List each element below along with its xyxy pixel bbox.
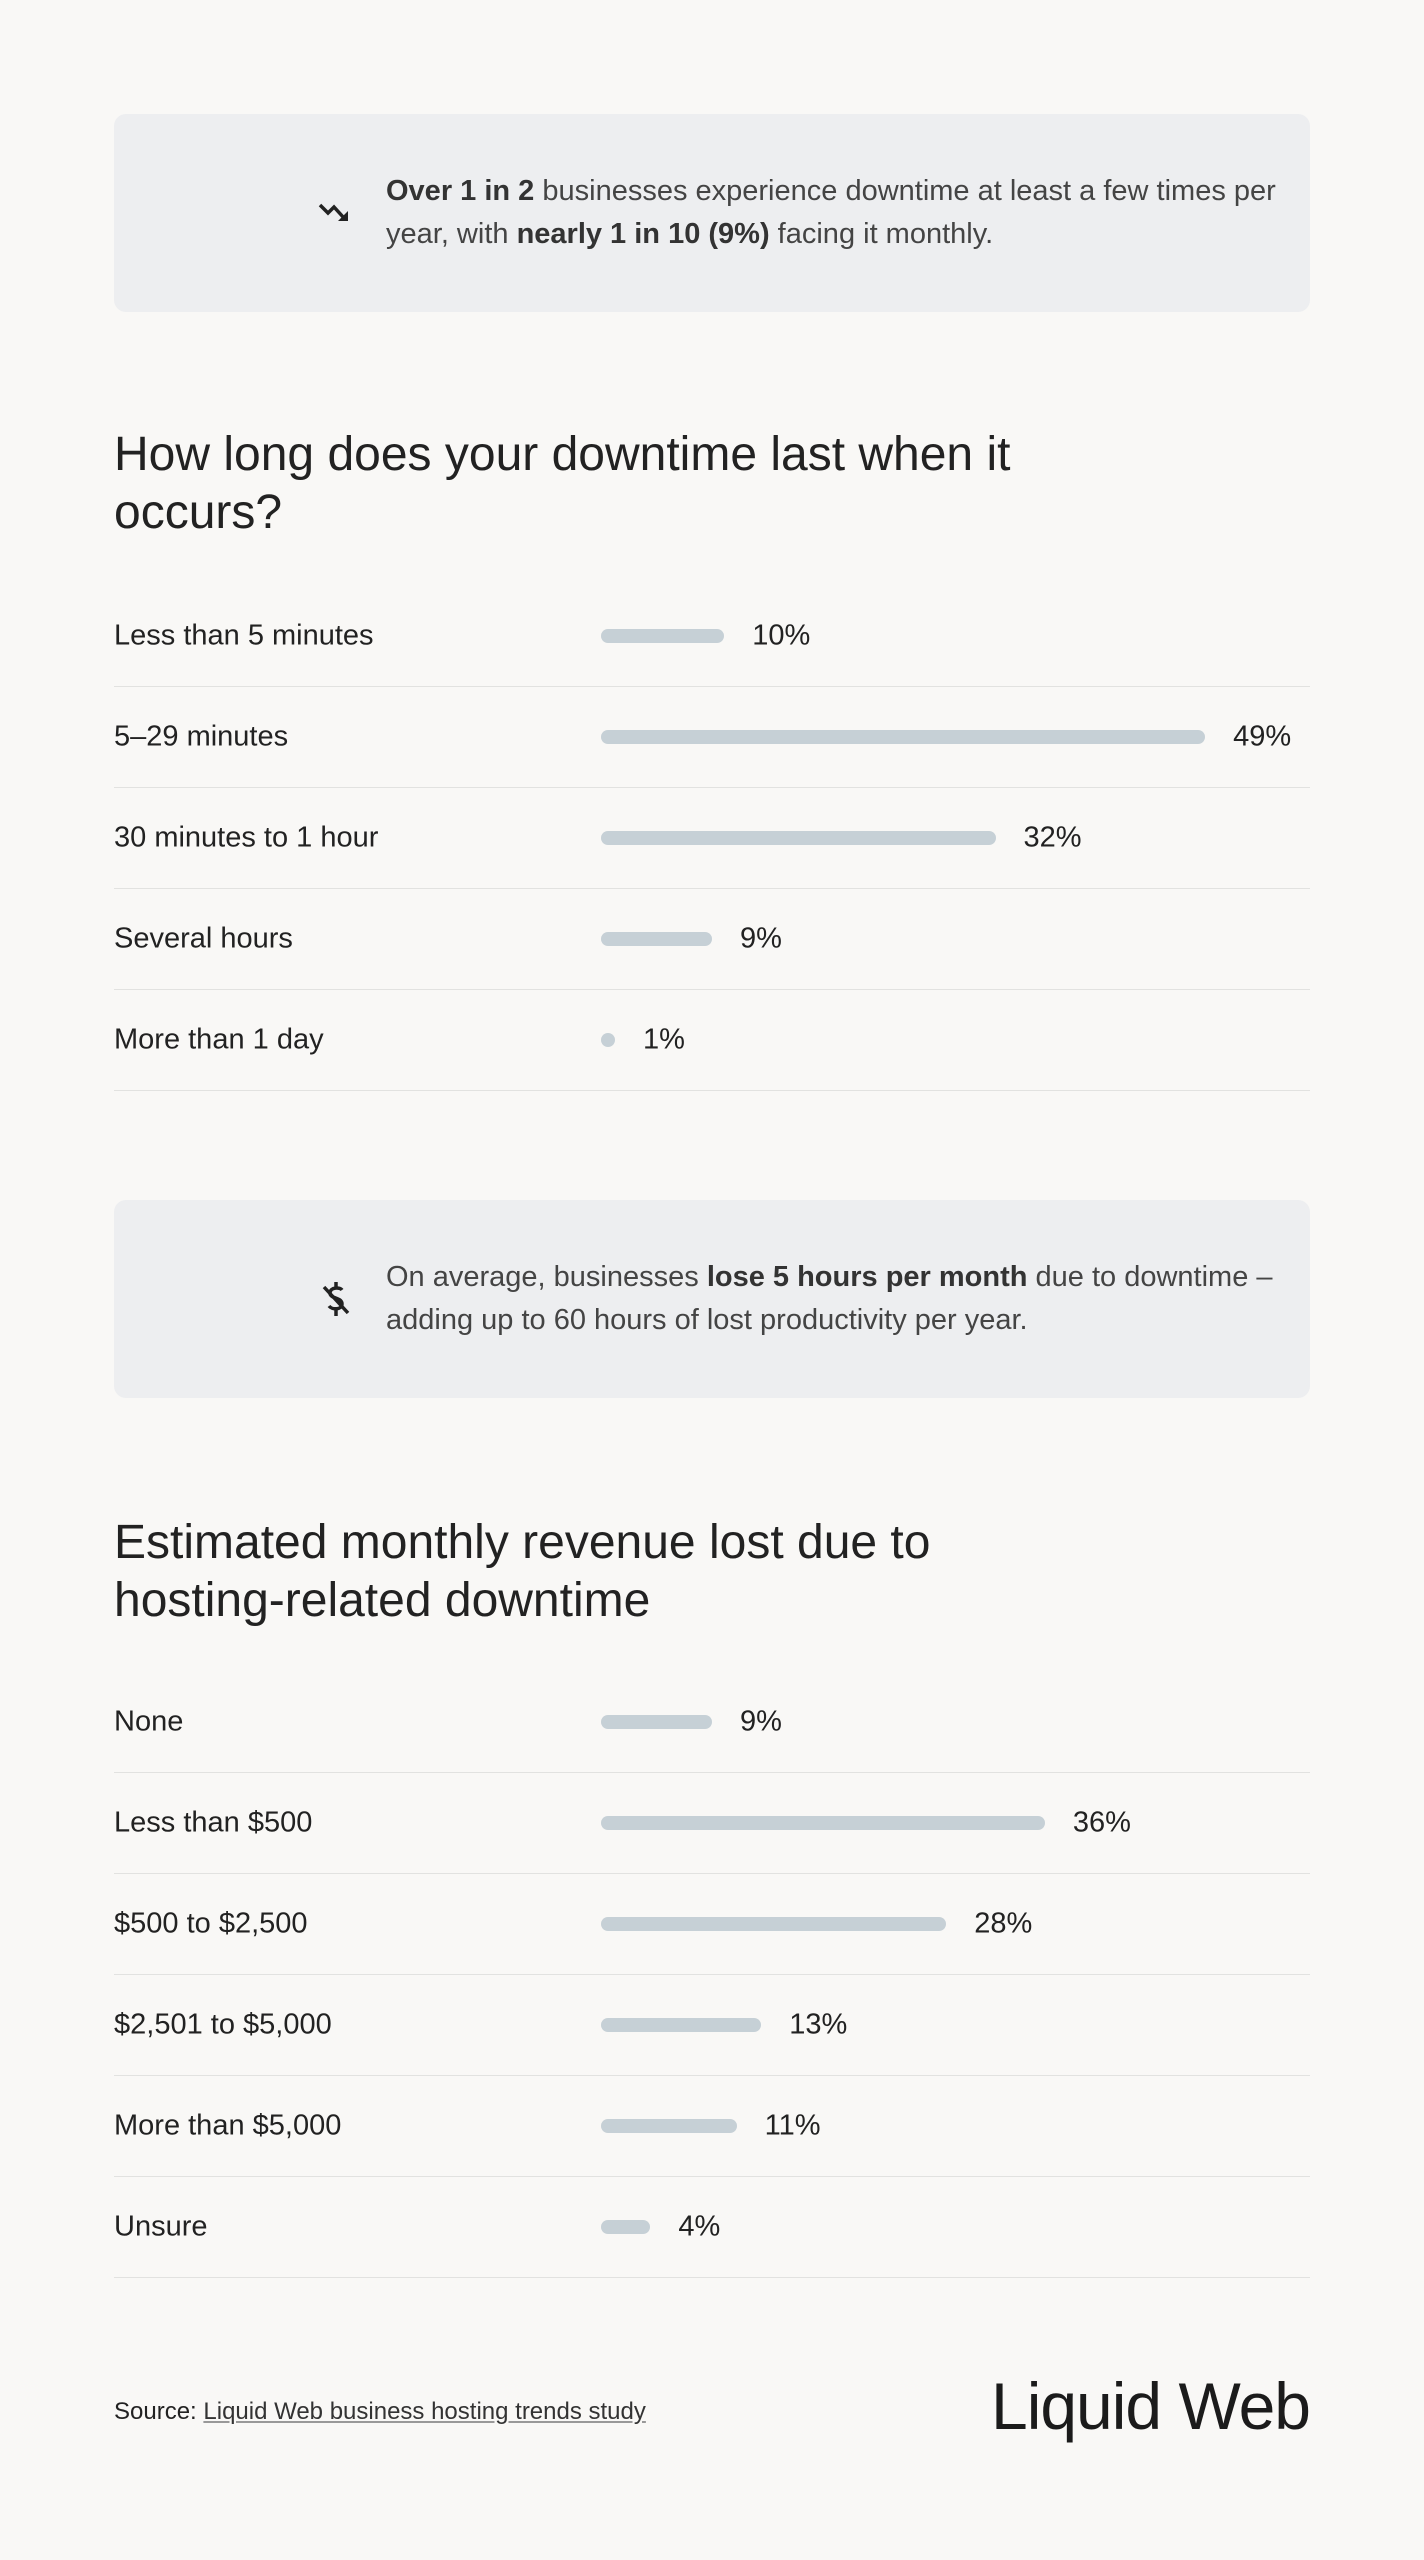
value-label: 13% xyxy=(789,2008,848,2041)
dollar-off-icon xyxy=(322,1282,350,1316)
callout-text-part: On average, businesses xyxy=(386,1261,707,1293)
chart-row: More than 1 day 1% xyxy=(114,990,1310,1091)
callout-card-frequency: Over 1 in 2 businesses experience downti… xyxy=(114,114,1310,312)
category-label: Several hours xyxy=(114,922,293,955)
category-label: 5–29 minutes xyxy=(114,720,289,753)
bar xyxy=(601,629,725,643)
value-label: 11% xyxy=(764,2109,821,2142)
bar xyxy=(601,932,712,946)
bar xyxy=(601,2119,737,2133)
bar xyxy=(601,2018,762,2032)
callout-text: Over 1 in 2 businesses experience downti… xyxy=(386,170,1286,256)
value-label: 36% xyxy=(1072,1806,1131,1839)
category-label: More than $5,000 xyxy=(114,2109,342,2142)
chart-row: Several hours 9% xyxy=(114,889,1310,990)
value-label: 9% xyxy=(739,922,782,955)
bar xyxy=(601,730,1206,744)
category-label: Less than 5 minutes xyxy=(114,619,374,652)
category-label: 30 minutes to 1 hour xyxy=(114,821,379,854)
trending-down-icon xyxy=(318,203,348,221)
category-label: $500 to $2,500 xyxy=(114,1907,308,1940)
source-note: Source: Liquid Web business hosting tren… xyxy=(114,2398,646,2426)
callout-highlight: lose 5 hours per month xyxy=(706,1261,1028,1293)
chart-row: 5–29 minutes 49% xyxy=(114,687,1310,788)
source-link[interactable]: Liquid Web business hosting trends study xyxy=(203,2398,646,2425)
callout-card-lost-hours: On average, businesses lose 5 hours per … xyxy=(114,1200,1310,1398)
callout-text-part: businesses experience downtime at least … xyxy=(386,175,1276,250)
bar xyxy=(601,1917,947,1931)
bar xyxy=(601,1816,1045,1830)
bar xyxy=(601,2220,651,2234)
bar xyxy=(601,831,996,845)
chart-title-duration: How long does your downtime last when it… xyxy=(114,428,1011,539)
value-label: 49% xyxy=(1233,720,1292,753)
bar xyxy=(601,1033,615,1047)
value-label: 9% xyxy=(739,1705,782,1738)
chart-row: Less than 5 minutes 10% xyxy=(114,586,1310,687)
chart-downtime-duration: Less than 5 minutes 10% 5–29 minutes 49% 30 … xyxy=(114,586,1310,1091)
source-prefix: Source: xyxy=(114,2398,204,2425)
chart-row: More than $5,000 11% xyxy=(114,2076,1310,2177)
value-label: 4% xyxy=(678,2210,721,2243)
logo: Liquid Web xyxy=(990,2369,1311,2443)
category-label: Unsure xyxy=(114,2210,208,2243)
value-label: 32% xyxy=(1023,821,1082,854)
bar xyxy=(601,1715,712,1729)
callout-highlight: nearly 1 in 10 (9%) xyxy=(516,218,770,250)
chart-row: $2,501 to $5,000 13% xyxy=(114,1975,1310,2076)
callout-highlight: Over 1 in 2 xyxy=(386,175,535,207)
chart-row: Unsure 4% xyxy=(114,2177,1310,2278)
value-label: 28% xyxy=(974,1907,1033,1940)
category-label: More than 1 day xyxy=(114,1023,324,1056)
chart-row: Less than $500 36% xyxy=(114,1773,1310,1874)
category-label: Less than $500 xyxy=(114,1806,313,1839)
chart-row: 30 minutes to 1 hour 32% xyxy=(114,788,1310,889)
callout-text: On average, businesses lose 5 hours per … xyxy=(386,1256,1286,1342)
category-label: $2,501 to $5,000 xyxy=(114,2008,332,2041)
chart-row: $500 to $2,500 28% xyxy=(114,1874,1310,1975)
chart-title-revenue: Estimated monthly revenue lost due to ho… xyxy=(114,1516,931,1627)
callout-text-part: facing it monthly. xyxy=(769,218,994,250)
chart-revenue-lost: None 9% Less than $500 36% $500 to $2,500 28%… xyxy=(114,1672,1310,2278)
value-label: 1% xyxy=(643,1023,685,1056)
chart-row: None 9% xyxy=(114,1672,1310,1773)
callout-text-part: due to downtime – adding up to 60 hours … xyxy=(386,1261,1273,1336)
value-label: 10% xyxy=(752,619,811,652)
category-label: None xyxy=(114,1705,184,1738)
